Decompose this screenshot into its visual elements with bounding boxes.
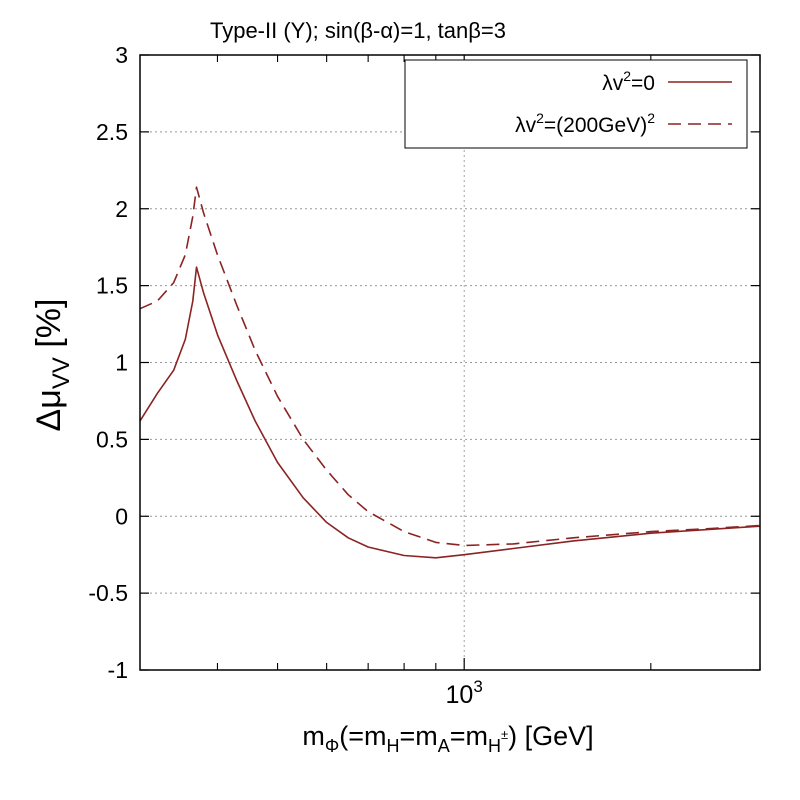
- y-tick-label: 1: [115, 350, 128, 376]
- y-tick-label: 1.5: [96, 273, 128, 299]
- series-line-solid: [139, 266, 761, 559]
- y-tick-label: 2: [115, 196, 128, 222]
- x-tick-label: 103: [446, 677, 483, 709]
- y-tick-label: -1: [108, 657, 128, 683]
- ticks: -1 -0.5 0 0.5 1 1.5 2 2.5 3 103: [88, 42, 761, 709]
- chart-title: Type-II (Y); sin(β-α)=1, tanβ=3: [210, 18, 506, 43]
- x-axis-label: mΦ(=mH=mA=mH±) [GeV]: [302, 721, 593, 756]
- legend: λv2=0 λv2=(200GeV)2: [404, 59, 748, 149]
- legend-label-1: λv2=(200GeV)2: [515, 110, 655, 137]
- series-group: [139, 186, 761, 559]
- legend-label-0: λv2=0: [602, 68, 655, 95]
- y-tick-label: 0.5: [96, 426, 128, 452]
- y-tick-label: 3: [115, 42, 128, 68]
- series-line-dashed: [139, 186, 761, 547]
- y-tick-label: 2.5: [96, 119, 128, 145]
- y-tick-label: -0.5: [88, 580, 128, 606]
- y-tick-label: 0: [115, 503, 128, 529]
- y-axis-label: ΔμVV [%]: [30, 299, 75, 432]
